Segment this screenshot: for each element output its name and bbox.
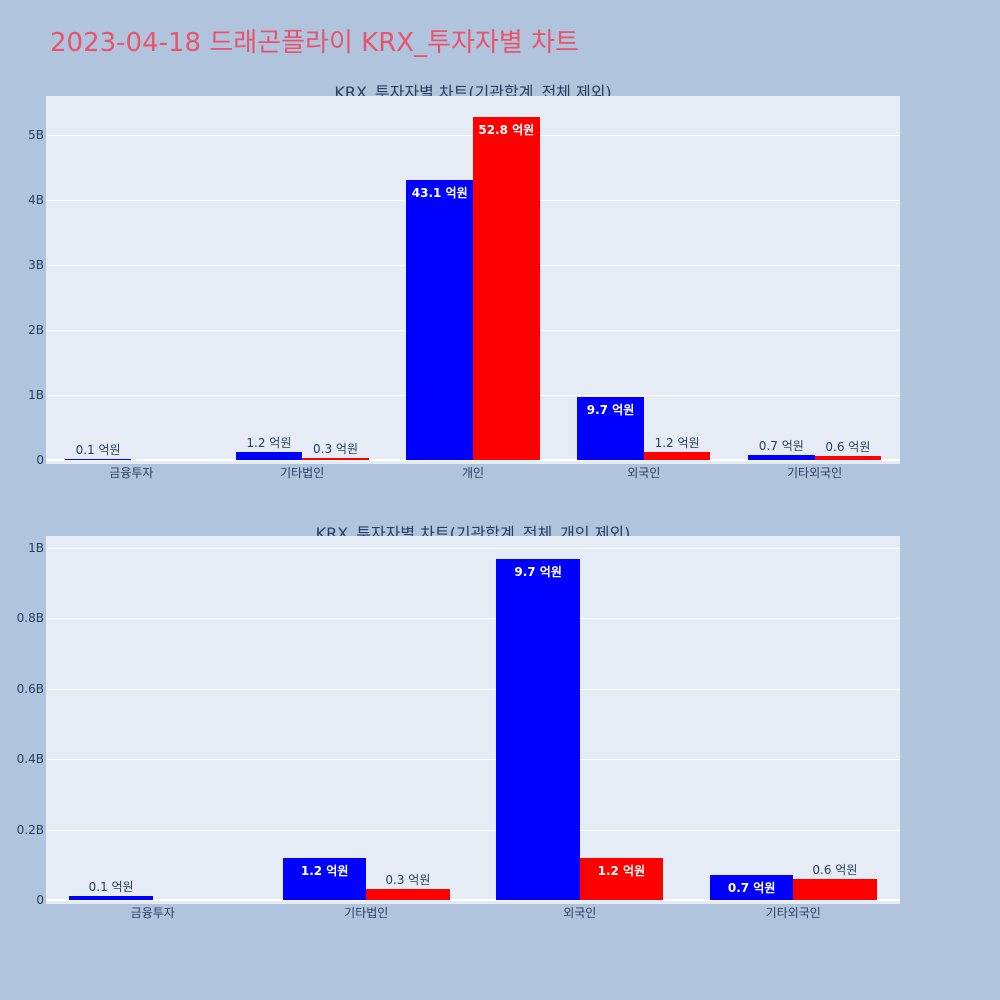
x-tick-label: 기타법인 [344, 906, 389, 920]
y-tick-label: 5B [28, 128, 44, 142]
bar-value-label: 1.2 억원 [300, 863, 349, 878]
bar-blue[interactable] [235, 452, 303, 460]
y-tick-label: 4B [28, 193, 44, 207]
x-tick-label: 외국인 [563, 906, 597, 920]
x-tick-label: 금융투자 [130, 906, 175, 920]
bar-value-label: 0.1 억원 [88, 880, 134, 895]
bar-value-label: 9.7 억원 [586, 402, 635, 417]
zero-line [46, 459, 900, 461]
bar-value-label: 52.8 억원 [478, 122, 535, 137]
bar-blue[interactable] [496, 558, 580, 900]
bar-red[interactable] [814, 456, 882, 460]
y-tick-label: 0.2B [16, 822, 44, 837]
y-tick-label: 3B [28, 258, 44, 272]
bar-value-label: 0.3 억원 [385, 873, 431, 888]
bar-blue[interactable] [709, 875, 794, 900]
y-tick-label: 2B [28, 323, 44, 337]
x-tick-label: 외국인 [627, 466, 661, 480]
bar-red[interactable] [366, 889, 450, 900]
y-tick-label: 0.6B [16, 681, 44, 696]
bar-blue[interactable] [747, 455, 815, 460]
bar-value-label: 0.7 억원 [727, 881, 776, 896]
bar-red[interactable] [473, 116, 540, 460]
gridline [46, 618, 900, 620]
y-tick-label: 0 [36, 453, 44, 467]
bar-red[interactable] [302, 458, 369, 460]
bar-value-label: 0.6 억원 [812, 862, 858, 877]
gridline [46, 548, 900, 549]
x-tick-label: 기타법인 [280, 466, 325, 480]
bar-value-label: 0.7 억원 [758, 439, 804, 454]
y-tick-label: 0.8B [16, 611, 44, 626]
x-tick-label: 금융투자 [109, 466, 154, 480]
gridline [46, 688, 900, 690]
chart-excluding-institution-total: KRX_투자자별 차트(기관합계_전체 제외) 0 1B 2B 3B 4B 5B 금융투자 0… [28, 83, 900, 480]
bar-value-label: 9.7 억원 [514, 564, 562, 579]
bar-red[interactable] [643, 452, 711, 460]
gridline [46, 759, 900, 761]
bar-red[interactable] [793, 878, 877, 900]
bar-value-label: 0.1 억원 [75, 443, 121, 457]
plot-area [46, 536, 900, 904]
bar-value-label: 1.2 억원 [654, 436, 700, 451]
bar-value-label: 43.1 억원 [411, 185, 468, 200]
bar-value-label: 1.2 억원 [246, 436, 292, 451]
y-tick-label: 1B [28, 541, 44, 555]
bar-value-label: 1.2 억원 [597, 863, 646, 878]
bar-blue[interactable] [406, 179, 473, 460]
bar-blue[interactable] [69, 896, 153, 900]
y-tick-label: 1B [28, 388, 44, 402]
x-tick-label: 기타외국인 [765, 906, 821, 920]
bar-red[interactable] [579, 857, 663, 900]
bar-blue[interactable] [64, 459, 132, 460]
y-tick-label: 0.4B [16, 752, 44, 767]
x-tick-label: 개인 [461, 466, 485, 480]
bar-blue[interactable] [282, 857, 367, 900]
y-tick-label: 0 [36, 893, 44, 907]
zero-line [46, 899, 900, 901]
bar-blue[interactable] [577, 396, 644, 460]
gridline [46, 829, 900, 831]
page-title: 2023-04-18 드래곤플라이 KRX_투자자별 차트 [50, 28, 579, 58]
bar-value-label: 0.6 억원 [825, 440, 871, 455]
x-tick-label: 기타외국인 [786, 466, 843, 480]
bar-value-label: 0.3 억원 [313, 442, 358, 457]
